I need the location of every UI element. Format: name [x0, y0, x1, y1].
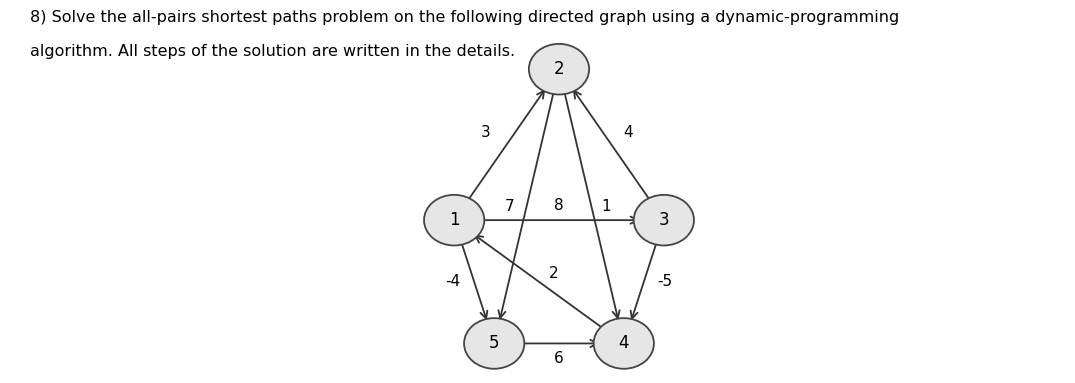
Text: 8) Solve the all-pairs shortest paths problem on the following directed graph us: 8) Solve the all-pairs shortest paths pr… — [30, 10, 900, 25]
Text: algorithm. All steps of the solution are written in the details.: algorithm. All steps of the solution are… — [30, 44, 515, 59]
Text: -5: -5 — [657, 274, 672, 289]
Text: 4: 4 — [618, 334, 629, 352]
Text: 4: 4 — [624, 124, 633, 139]
Text: 3: 3 — [481, 124, 490, 139]
Ellipse shape — [633, 195, 694, 246]
Text: -4: -4 — [446, 274, 461, 289]
Text: 8: 8 — [555, 198, 563, 213]
Ellipse shape — [529, 44, 589, 95]
Ellipse shape — [593, 318, 654, 369]
Text: 1: 1 — [449, 211, 459, 229]
Text: 3: 3 — [659, 211, 669, 229]
Text: 7: 7 — [505, 199, 515, 214]
Text: 1: 1 — [601, 199, 611, 214]
Ellipse shape — [464, 318, 525, 369]
Text: 2: 2 — [554, 60, 564, 78]
Ellipse shape — [424, 195, 485, 246]
Text: 6: 6 — [554, 350, 564, 366]
Text: 2: 2 — [549, 266, 559, 281]
Text: 5: 5 — [489, 334, 500, 352]
